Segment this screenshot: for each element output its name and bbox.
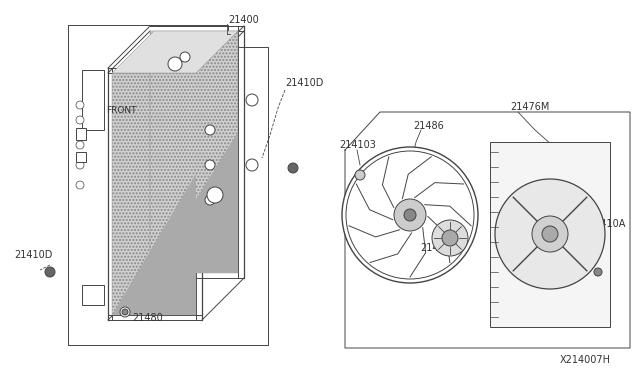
Circle shape xyxy=(168,57,182,71)
Bar xyxy=(82,70,104,130)
Text: 21486: 21486 xyxy=(413,121,444,131)
Text: 21476M: 21476M xyxy=(510,102,549,112)
Polygon shape xyxy=(112,174,196,315)
Text: 21410D: 21410D xyxy=(14,250,52,260)
Circle shape xyxy=(76,101,84,109)
Circle shape xyxy=(45,267,55,277)
Circle shape xyxy=(205,125,215,135)
Bar xyxy=(76,152,86,162)
Polygon shape xyxy=(112,31,238,73)
Text: 21410D: 21410D xyxy=(285,78,323,88)
Polygon shape xyxy=(150,132,238,273)
Text: 21410A: 21410A xyxy=(588,219,625,229)
Text: 21407: 21407 xyxy=(420,243,451,253)
Text: FRONT: FRONT xyxy=(106,106,136,115)
Circle shape xyxy=(76,116,84,124)
Bar xyxy=(76,128,86,140)
Circle shape xyxy=(542,226,558,242)
Circle shape xyxy=(76,161,84,169)
Circle shape xyxy=(205,160,215,170)
Circle shape xyxy=(355,170,365,180)
Circle shape xyxy=(532,216,568,252)
Circle shape xyxy=(495,179,605,289)
Circle shape xyxy=(342,147,478,283)
Bar xyxy=(490,142,610,327)
Circle shape xyxy=(246,94,258,106)
Circle shape xyxy=(207,187,223,203)
Bar xyxy=(82,285,104,305)
Circle shape xyxy=(76,181,84,189)
Circle shape xyxy=(76,141,84,149)
Text: 21400: 21400 xyxy=(228,15,259,25)
Circle shape xyxy=(246,159,258,171)
Circle shape xyxy=(594,268,602,276)
Circle shape xyxy=(394,199,426,231)
Circle shape xyxy=(404,209,416,221)
Circle shape xyxy=(205,195,215,205)
Circle shape xyxy=(288,163,298,173)
Text: 21480: 21480 xyxy=(132,313,163,323)
Text: 214103: 214103 xyxy=(339,140,376,150)
Circle shape xyxy=(442,230,458,246)
Circle shape xyxy=(122,309,128,315)
Text: X214007H: X214007H xyxy=(560,355,611,365)
Polygon shape xyxy=(112,73,196,315)
Circle shape xyxy=(180,52,190,62)
Circle shape xyxy=(432,220,468,256)
Circle shape xyxy=(120,307,130,317)
Polygon shape xyxy=(150,31,238,273)
